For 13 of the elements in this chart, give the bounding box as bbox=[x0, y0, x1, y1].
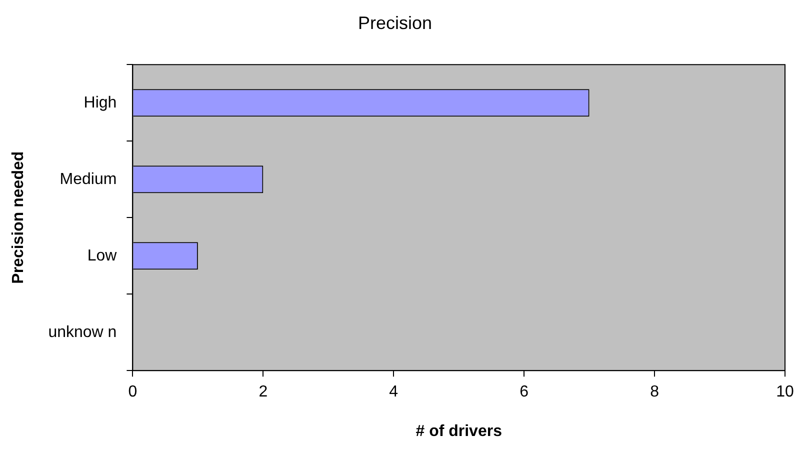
x-tick-label: 0 bbox=[128, 384, 138, 401]
x-tick-label: 4 bbox=[389, 384, 398, 401]
y-tick-label: Medium bbox=[60, 170, 117, 188]
x-tick-label: 8 bbox=[650, 384, 660, 401]
x-tick-label: 2 bbox=[258, 384, 268, 401]
x-tick-label: 10 bbox=[776, 384, 794, 401]
y-tick-label: unknow n bbox=[48, 324, 117, 341]
y-tick-label: Low bbox=[87, 247, 118, 264]
x-tick-label: 6 bbox=[520, 384, 529, 401]
x-axis-title: # of drivers bbox=[416, 422, 502, 440]
y-axis-title: Precision needed bbox=[10, 151, 28, 284]
chart-title: Precision bbox=[358, 12, 432, 33]
y-tick-label: High bbox=[84, 94, 117, 112]
